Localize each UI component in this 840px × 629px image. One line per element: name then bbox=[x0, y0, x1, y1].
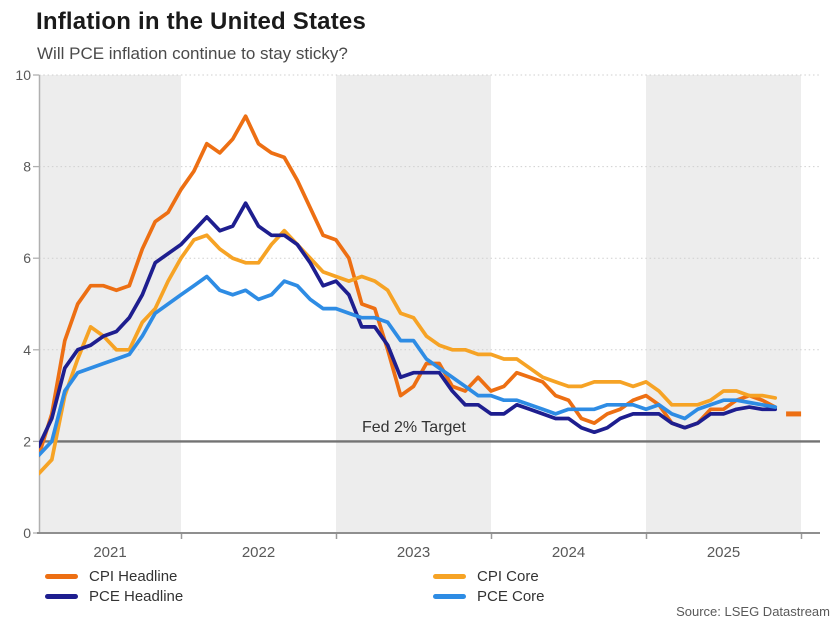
x-axis-label-2021: 2021 bbox=[93, 544, 126, 561]
legend-item-pce-headline: PCE Headline bbox=[45, 588, 433, 605]
y-axis-label-2: 2 bbox=[23, 433, 31, 449]
cpi-headline-swatch bbox=[45, 574, 78, 579]
x-axis-label-2023: 2023 bbox=[397, 544, 430, 561]
x-axis-label-2022: 2022 bbox=[242, 544, 275, 561]
legend-label-pce-core: PCE Core bbox=[477, 588, 545, 605]
legend-item-pce-core: PCE Core bbox=[433, 588, 545, 605]
pce-core-swatch bbox=[433, 594, 466, 599]
source-text: Source: LSEG Datastream bbox=[676, 604, 830, 619]
series-line-cpi-core bbox=[39, 228, 778, 476]
y-axis-label-0: 0 bbox=[23, 525, 31, 541]
y-axis-label-6: 6 bbox=[23, 250, 31, 266]
year-band-2021 bbox=[39, 75, 181, 533]
series-line-cpi-headline bbox=[39, 114, 778, 458]
y-axis-label-8: 8 bbox=[23, 159, 31, 175]
legend: CPI Headline CPI Core PCE Headline PCE C… bbox=[45, 568, 545, 605]
x-axis-label-2025: 2025 bbox=[707, 544, 740, 561]
x-axis-label-2024: 2024 bbox=[552, 544, 585, 561]
year-band-2025 bbox=[646, 75, 801, 533]
cpi-core-swatch bbox=[433, 574, 466, 579]
year-band-2023 bbox=[336, 75, 491, 533]
series-line-pce-core bbox=[39, 274, 778, 457]
y-axis-label-4: 4 bbox=[23, 342, 31, 358]
series-line-pce-headline bbox=[39, 201, 778, 449]
y-axis-label-10: 10 bbox=[15, 67, 31, 83]
pce-headline-swatch bbox=[45, 594, 78, 599]
chart-title: Inflation in the United States bbox=[36, 8, 367, 35]
chart-subtitle: Will PCE inflation continue to stay stic… bbox=[37, 44, 348, 63]
legend-item-cpi-headline: CPI Headline bbox=[45, 568, 433, 585]
legend-label-cpi-headline: CPI Headline bbox=[89, 568, 178, 585]
legend-label-pce-headline: PCE Headline bbox=[89, 588, 184, 605]
legend-item-cpi-core: CPI Core bbox=[433, 568, 545, 585]
legend-label-cpi-core: CPI Core bbox=[477, 568, 539, 585]
fed-target-label: Fed 2% Target bbox=[362, 419, 466, 436]
